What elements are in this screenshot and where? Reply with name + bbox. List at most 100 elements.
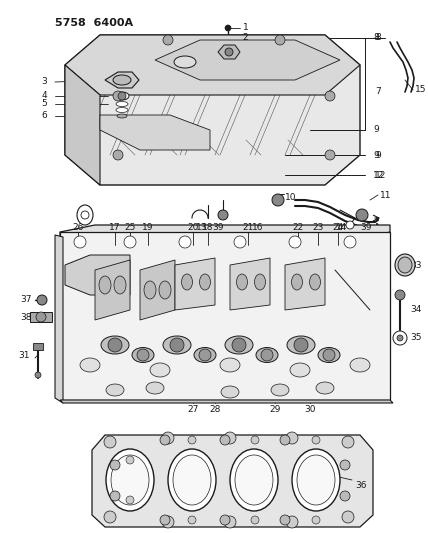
- Text: 27: 27: [187, 405, 199, 414]
- Circle shape: [393, 331, 407, 345]
- Text: 2: 2: [242, 34, 248, 43]
- Circle shape: [220, 515, 230, 525]
- Ellipse shape: [146, 382, 164, 394]
- Circle shape: [344, 236, 356, 248]
- Polygon shape: [95, 260, 130, 320]
- Text: 9: 9: [373, 150, 379, 159]
- Text: 39: 39: [360, 223, 372, 232]
- Ellipse shape: [116, 101, 128, 107]
- Ellipse shape: [194, 348, 216, 362]
- Circle shape: [81, 211, 89, 219]
- Circle shape: [162, 516, 174, 528]
- Circle shape: [294, 338, 308, 352]
- Polygon shape: [60, 232, 390, 400]
- Circle shape: [118, 92, 126, 100]
- Circle shape: [104, 436, 116, 448]
- Ellipse shape: [221, 386, 239, 398]
- Circle shape: [188, 516, 196, 524]
- Polygon shape: [60, 225, 390, 240]
- Text: 3: 3: [41, 77, 47, 86]
- Polygon shape: [140, 260, 175, 320]
- Circle shape: [126, 456, 134, 464]
- Ellipse shape: [150, 363, 170, 377]
- Circle shape: [110, 491, 120, 501]
- Text: 12: 12: [373, 171, 384, 180]
- Circle shape: [224, 432, 236, 444]
- Circle shape: [126, 496, 134, 504]
- Ellipse shape: [220, 358, 240, 372]
- Ellipse shape: [80, 358, 100, 372]
- Circle shape: [224, 516, 236, 528]
- Circle shape: [275, 35, 285, 45]
- Polygon shape: [92, 435, 373, 527]
- Ellipse shape: [395, 254, 415, 276]
- Ellipse shape: [297, 455, 335, 505]
- Circle shape: [234, 236, 246, 248]
- Polygon shape: [175, 258, 215, 310]
- Text: 38: 38: [20, 312, 32, 321]
- Circle shape: [346, 221, 354, 229]
- Polygon shape: [65, 35, 360, 95]
- Text: 4: 4: [42, 92, 47, 101]
- Ellipse shape: [318, 348, 340, 362]
- Ellipse shape: [291, 274, 303, 290]
- Ellipse shape: [199, 274, 211, 290]
- Ellipse shape: [230, 449, 278, 511]
- Circle shape: [232, 338, 246, 352]
- Ellipse shape: [256, 348, 278, 362]
- Polygon shape: [155, 40, 340, 80]
- Ellipse shape: [316, 382, 334, 394]
- Text: 19: 19: [142, 223, 154, 232]
- Circle shape: [342, 436, 354, 448]
- Circle shape: [225, 48, 233, 56]
- Ellipse shape: [173, 455, 211, 505]
- Polygon shape: [30, 312, 52, 322]
- Ellipse shape: [77, 205, 93, 225]
- Text: 10: 10: [285, 192, 297, 201]
- Ellipse shape: [101, 336, 129, 354]
- Polygon shape: [105, 72, 139, 88]
- Text: 23: 23: [312, 223, 324, 232]
- Ellipse shape: [114, 276, 126, 294]
- Text: 6: 6: [41, 111, 47, 120]
- Polygon shape: [60, 400, 393, 403]
- Circle shape: [110, 460, 120, 470]
- Text: 14: 14: [336, 223, 348, 232]
- Circle shape: [113, 150, 123, 160]
- Ellipse shape: [106, 384, 124, 396]
- Text: 29: 29: [269, 405, 281, 414]
- Text: 5: 5: [41, 100, 47, 109]
- Circle shape: [36, 312, 46, 322]
- Ellipse shape: [174, 56, 196, 68]
- Circle shape: [272, 194, 284, 206]
- Circle shape: [104, 511, 116, 523]
- Polygon shape: [65, 255, 130, 295]
- Text: 8: 8: [375, 34, 381, 43]
- Circle shape: [325, 150, 335, 160]
- Text: 5758  6400A: 5758 6400A: [55, 18, 133, 28]
- Ellipse shape: [116, 108, 128, 112]
- Text: 30: 30: [304, 405, 316, 414]
- Ellipse shape: [113, 75, 131, 85]
- Text: 28: 28: [209, 405, 221, 414]
- Circle shape: [286, 432, 298, 444]
- Polygon shape: [230, 258, 270, 310]
- Circle shape: [199, 349, 211, 361]
- Text: 35: 35: [410, 334, 422, 343]
- Ellipse shape: [181, 274, 193, 290]
- Ellipse shape: [290, 363, 310, 377]
- Ellipse shape: [106, 449, 154, 511]
- Circle shape: [340, 491, 350, 501]
- Text: 1: 1: [243, 23, 249, 33]
- Ellipse shape: [163, 336, 191, 354]
- Text: 33: 33: [410, 261, 422, 270]
- Circle shape: [261, 349, 273, 361]
- Ellipse shape: [255, 274, 265, 290]
- Circle shape: [220, 435, 230, 445]
- Polygon shape: [285, 258, 325, 310]
- Text: 18: 18: [202, 223, 214, 232]
- Ellipse shape: [117, 114, 127, 118]
- Circle shape: [137, 349, 149, 361]
- Circle shape: [108, 338, 122, 352]
- Circle shape: [113, 91, 123, 101]
